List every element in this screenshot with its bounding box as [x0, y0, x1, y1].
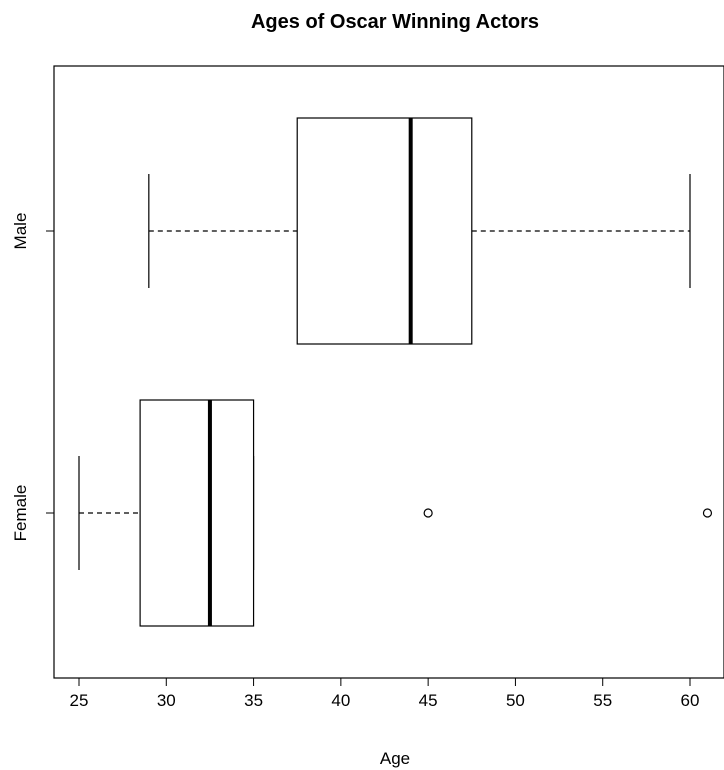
y-tick-label-male: Male: [11, 213, 30, 250]
outlier-point: [423, 508, 433, 518]
x-axis-title: Age: [380, 749, 410, 768]
iqr-box: [139, 399, 255, 627]
chart-title: Ages of Oscar Winning Actors: [251, 11, 539, 33]
iqr-box: [296, 117, 473, 345]
x-tick-label: 60: [681, 691, 700, 710]
outlier-point: [702, 508, 713, 518]
x-tick-label: 55: [593, 691, 612, 710]
box-male: [148, 117, 691, 345]
x-tick-label: 45: [419, 691, 438, 710]
box-female: [78, 399, 713, 627]
y-axis: Female Male: [11, 213, 55, 542]
x-tick-label: 30: [157, 691, 176, 710]
x-axis: 25 30 35 40 45 50 55 60: [70, 677, 700, 710]
x-tick-label: 25: [70, 691, 89, 710]
box-series: [78, 117, 713, 627]
x-tick-label: 50: [506, 691, 525, 710]
x-tick-label: 40: [331, 691, 350, 710]
y-tick-label-female: Female: [11, 485, 30, 542]
x-tick-label: 35: [244, 691, 263, 710]
